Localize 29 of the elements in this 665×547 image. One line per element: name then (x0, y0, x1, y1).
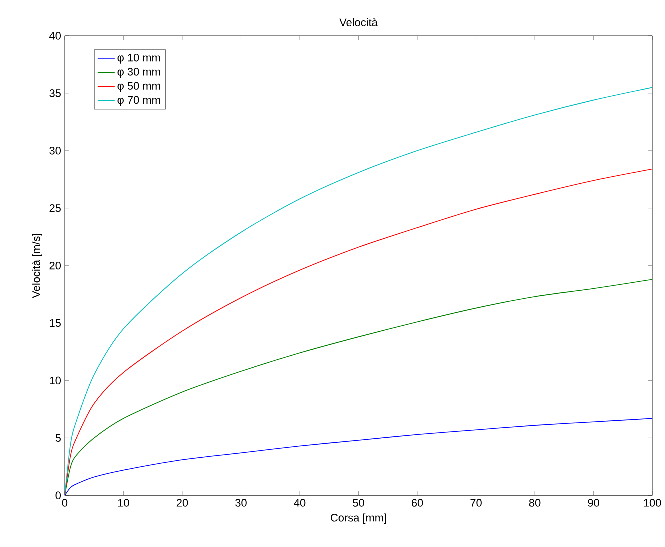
y-tick-label: 35 (50, 90, 61, 98)
legend-label: φ 70 mm (118, 96, 160, 106)
chart-title: Velocità (340, 18, 378, 27)
y-tick-label: 25 (50, 204, 61, 212)
x-tick-label: 80 (529, 499, 541, 508)
x-tick-label: 60 (412, 499, 424, 508)
legend-label: φ 50 mm (118, 82, 160, 92)
y-tick-label: 10 (50, 377, 62, 385)
x-tick-label: 50 (353, 499, 364, 508)
y-tick-label: 30 (50, 147, 62, 155)
y-tick-label: 0 (56, 492, 62, 500)
y-axis-title: Velocità [m/s] (32, 234, 42, 299)
legend-label: φ 10 mm (118, 54, 160, 64)
x-tick-label: 70 (470, 499, 482, 508)
y-tick-label: 15 (50, 320, 61, 328)
legend-label: φ 30 mm (118, 68, 160, 78)
x-tick-label: 10 (118, 499, 130, 508)
x-tick-label: 90 (588, 499, 600, 508)
x-tick-label: 20 (176, 499, 188, 508)
line-series (64, 279, 653, 496)
x-tick-label: 0 (62, 499, 68, 508)
x-axis-title: Corsa [mm] (331, 514, 386, 524)
y-tick-label: 40 (50, 32, 62, 40)
x-tick-label: 30 (236, 499, 247, 508)
x-tick-label: 40 (294, 499, 306, 508)
y-tick-label: 20 (50, 262, 62, 270)
y-tick-label: 5 (56, 434, 61, 442)
line-series (64, 418, 653, 496)
x-tick-label: 100 (644, 499, 662, 508)
